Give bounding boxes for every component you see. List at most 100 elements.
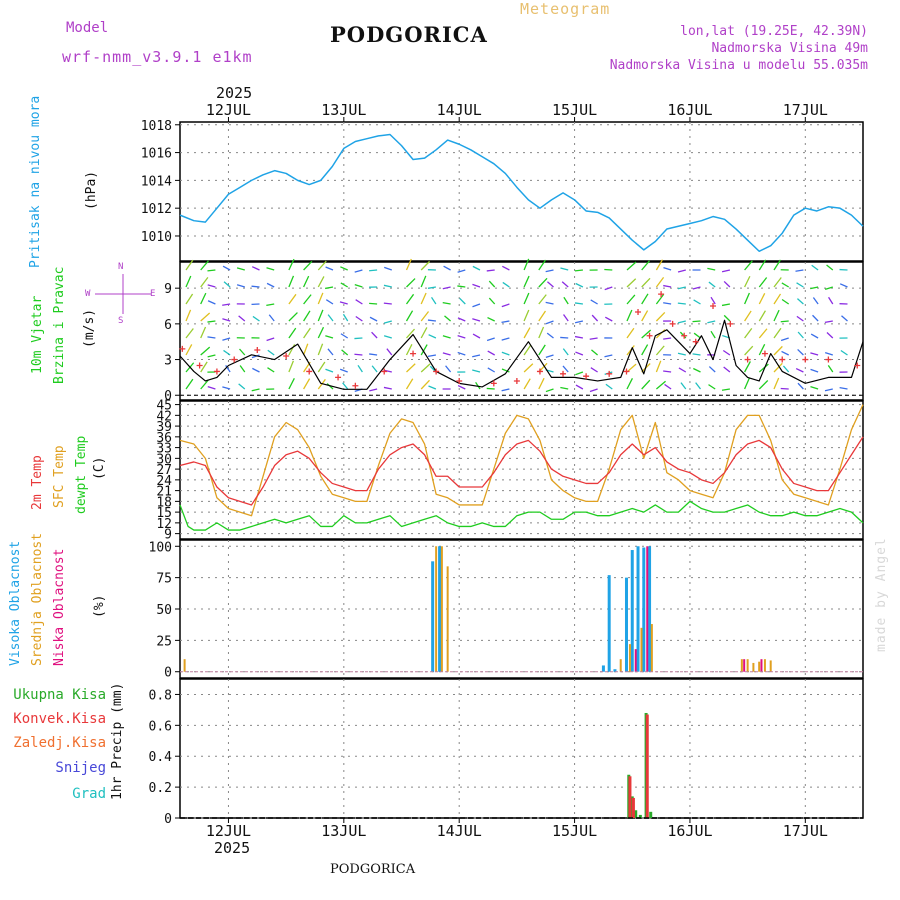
gust-marker [335, 374, 342, 381]
wind-arrow [222, 303, 231, 306]
wind-arrow [303, 275, 310, 288]
wind-arrow [427, 319, 436, 322]
wind-arrow [626, 261, 637, 271]
wind-arrow [641, 260, 650, 271]
wind-arrow [523, 378, 531, 390]
wind-arrow [679, 331, 687, 339]
wind-arrow [354, 353, 363, 356]
wind-arrow [420, 260, 431, 271]
y-tick-label: 0.6 [149, 719, 172, 734]
wind-arrow [487, 367, 496, 373]
wind-arrow [797, 348, 804, 356]
wind-arrow [538, 259, 547, 271]
wind-arrow [354, 337, 363, 340]
wind-speed-line [179, 319, 864, 390]
precip-bar-1 [628, 776, 632, 818]
wind-arrow [223, 281, 231, 288]
wind-arrow [472, 303, 481, 308]
wind-arrow [663, 370, 672, 373]
wind-arrow [302, 343, 309, 356]
wind-arrow [317, 276, 325, 288]
wind-arrow [810, 385, 819, 390]
gust-marker [513, 377, 520, 384]
wind-arrow [575, 384, 584, 390]
wind-arrow [200, 277, 209, 288]
wind-arrow [428, 334, 437, 339]
wind-arrow [810, 333, 819, 339]
wind-arrow [758, 328, 768, 339]
wind-arrow [442, 301, 451, 305]
wind-arrow [383, 335, 392, 339]
wind-arrow [605, 383, 613, 390]
wind-arrow [185, 344, 193, 356]
y-tick-label: 36 [156, 431, 172, 446]
wind-arrow [427, 354, 437, 358]
wind-arrow [383, 320, 392, 324]
wind-arrow [827, 365, 834, 373]
y-tick-label: 9 [164, 282, 172, 297]
y-tick-label: 42 [156, 409, 172, 424]
wind-arrow [369, 269, 378, 272]
wind-arrow [591, 349, 599, 356]
wind-arrow [303, 327, 311, 339]
wind-arrow [680, 382, 687, 390]
cloud-bar-2 [760, 659, 763, 672]
wind-arrow [200, 379, 209, 390]
wind-arrow [457, 285, 466, 288]
wind-arrow [758, 363, 769, 373]
day-label-top: 16JUL [667, 101, 712, 119]
wind-arrow [354, 283, 363, 288]
cloud-bar-0 [607, 575, 611, 672]
wind-arrow [222, 318, 231, 322]
wind-arrow [797, 382, 804, 390]
wind-arrow [708, 366, 716, 373]
wind-arrow [664, 383, 672, 390]
gust-marker [623, 368, 630, 375]
wind-arrow [501, 351, 510, 356]
wind-arrow [574, 269, 583, 272]
wind-arrow [383, 302, 392, 305]
wind-arrow [325, 335, 334, 339]
wind-arrow [420, 275, 427, 288]
elevation-label: Nadmorska Visina 49m [711, 41, 868, 56]
wind-arrow [327, 348, 334, 356]
wind-arrow [427, 286, 437, 289]
wind-arrow [744, 361, 751, 373]
precip-label-snow: Snijeg [55, 760, 106, 776]
cloud-bar-0 [636, 546, 640, 672]
wind-arrow [773, 259, 782, 271]
wind-arrow [575, 282, 584, 288]
y-tick-label: 3 [164, 354, 172, 369]
cloud-bar-0 [648, 546, 652, 672]
wind-arrow [677, 302, 686, 305]
wind-arrow [207, 269, 216, 272]
wind-arrow [457, 269, 466, 273]
wind-arrow [472, 265, 481, 271]
wind-arrow [589, 337, 598, 340]
wind-arrow [655, 345, 665, 356]
wind-arrow [288, 275, 295, 288]
wind-arrow [200, 312, 211, 322]
wind-arrow [663, 284, 672, 288]
wind-arrow [207, 385, 216, 390]
wind-arrow [303, 294, 312, 305]
wind-arrow [523, 344, 532, 356]
wind-arrow [457, 335, 466, 339]
cloud-bar-1 [440, 546, 443, 672]
wind-arrow [239, 348, 246, 356]
wind-arrow [267, 367, 275, 373]
wind-arrow [826, 332, 834, 339]
wind-arrow [486, 337, 495, 342]
precip-bar-1 [645, 714, 649, 818]
gust-marker [196, 362, 203, 369]
wind-arrow [575, 351, 584, 356]
cloud-bar-2 [634, 649, 637, 672]
wind-arrow [641, 277, 651, 288]
wind-arrow [317, 292, 324, 305]
gust-marker [727, 320, 734, 327]
y-tick-label: 0 [164, 666, 172, 681]
year-bottom: 2025 [214, 839, 251, 857]
gust-marker [433, 368, 440, 375]
wind-arrow [655, 380, 666, 390]
